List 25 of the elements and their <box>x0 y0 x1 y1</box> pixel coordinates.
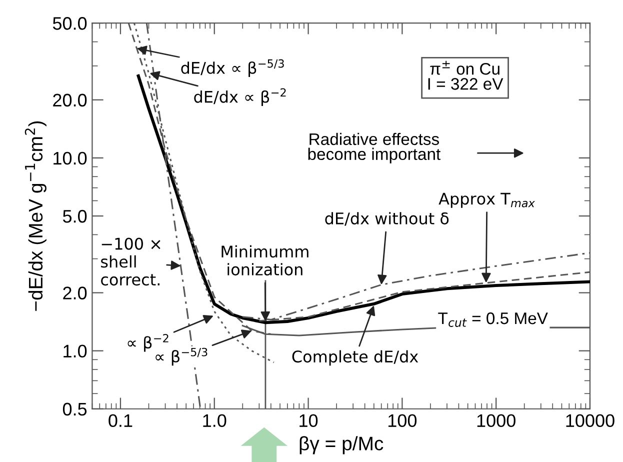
x-tick-label: 1000 <box>477 414 516 427</box>
y-tick-label: 5.0 <box>62 210 87 223</box>
annotation: dE/dx ∝ β$^{−2}$ <box>194 88 286 106</box>
y-tick-label: 1.0 <box>64 344 87 358</box>
x-tick-label: 1.0 <box>203 414 226 427</box>
annotation: Complete dE/dx <box>292 350 418 366</box>
x-tick-label: 10 <box>300 414 318 427</box>
y-axis-title: −dE/dx (MeV g$^{−1}$cm$^{2}$) <box>24 121 46 311</box>
y-tick-label: 2.0 <box>63 286 87 300</box>
y-tick-label: 10.0 <box>54 152 87 165</box>
y-tick-label: 50.0 <box>52 17 87 30</box>
annotation: −100 × shell correct. <box>101 238 160 286</box>
annotation: Radiative effectss become important <box>308 132 441 164</box>
x-axis-title: βγ = p/Mc <box>300 436 384 454</box>
x-tick-label: 0.1 <box>108 414 132 427</box>
annotation: dE/dx ∝ β$^{−5/3}$ <box>181 59 284 78</box>
y-tick-label: 20.0 <box>53 94 87 107</box>
annotation: Minimumm ionization <box>222 245 308 276</box>
x-tick-label: 100 <box>388 414 417 427</box>
x-tick-label: 10000 <box>566 414 614 427</box>
annotation: Approx T$_{max}$ <box>438 192 535 208</box>
annotation: π$^{±}$ on Cu I = 322 eV <box>428 60 504 90</box>
annotation: dE/dx without δ <box>325 212 449 226</box>
y-tick-label: 0.5 <box>62 402 87 416</box>
annotation: T$_{cut}$ = 0.5 MeV <box>438 312 548 327</box>
